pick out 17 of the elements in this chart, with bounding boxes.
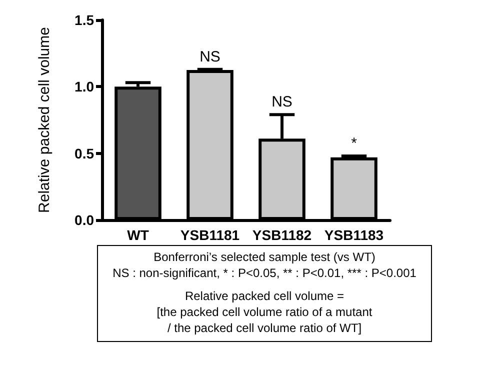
- text: Relative packed cell volume =: [184, 288, 346, 304]
- text: [the packed cell volume ratio of a mutant: [156, 304, 374, 320]
- y-tick-label: 1.5: [74, 12, 94, 28]
- x-tick-label: YSB1182: [252, 227, 312, 243]
- y-tick-label: 0.0: [74, 212, 94, 228]
- y-tick-label: 1.0: [74, 78, 94, 95]
- annotation: *: [351, 135, 358, 152]
- annotation: NS: [200, 48, 220, 66]
- y-axis-title: Relative packed cell volume: [36, 27, 53, 213]
- x-tick-label: YSB1181: [180, 227, 240, 243]
- x-tick-label: WT: [127, 227, 150, 243]
- y-tick-label: 0.5: [74, 145, 94, 162]
- annotation: NS: [272, 94, 292, 111]
- text: Bonferroni’s selected sample test (vs WT): [152, 249, 376, 265]
- text: NS : non-significant, * : P<0.05, ** : P<0.01, *** : P<0.001: [112, 265, 418, 281]
- x-tick-label: YSB1183: [324, 227, 384, 243]
- text: / the packed cell volume ratio of WT]: [166, 320, 363, 336]
